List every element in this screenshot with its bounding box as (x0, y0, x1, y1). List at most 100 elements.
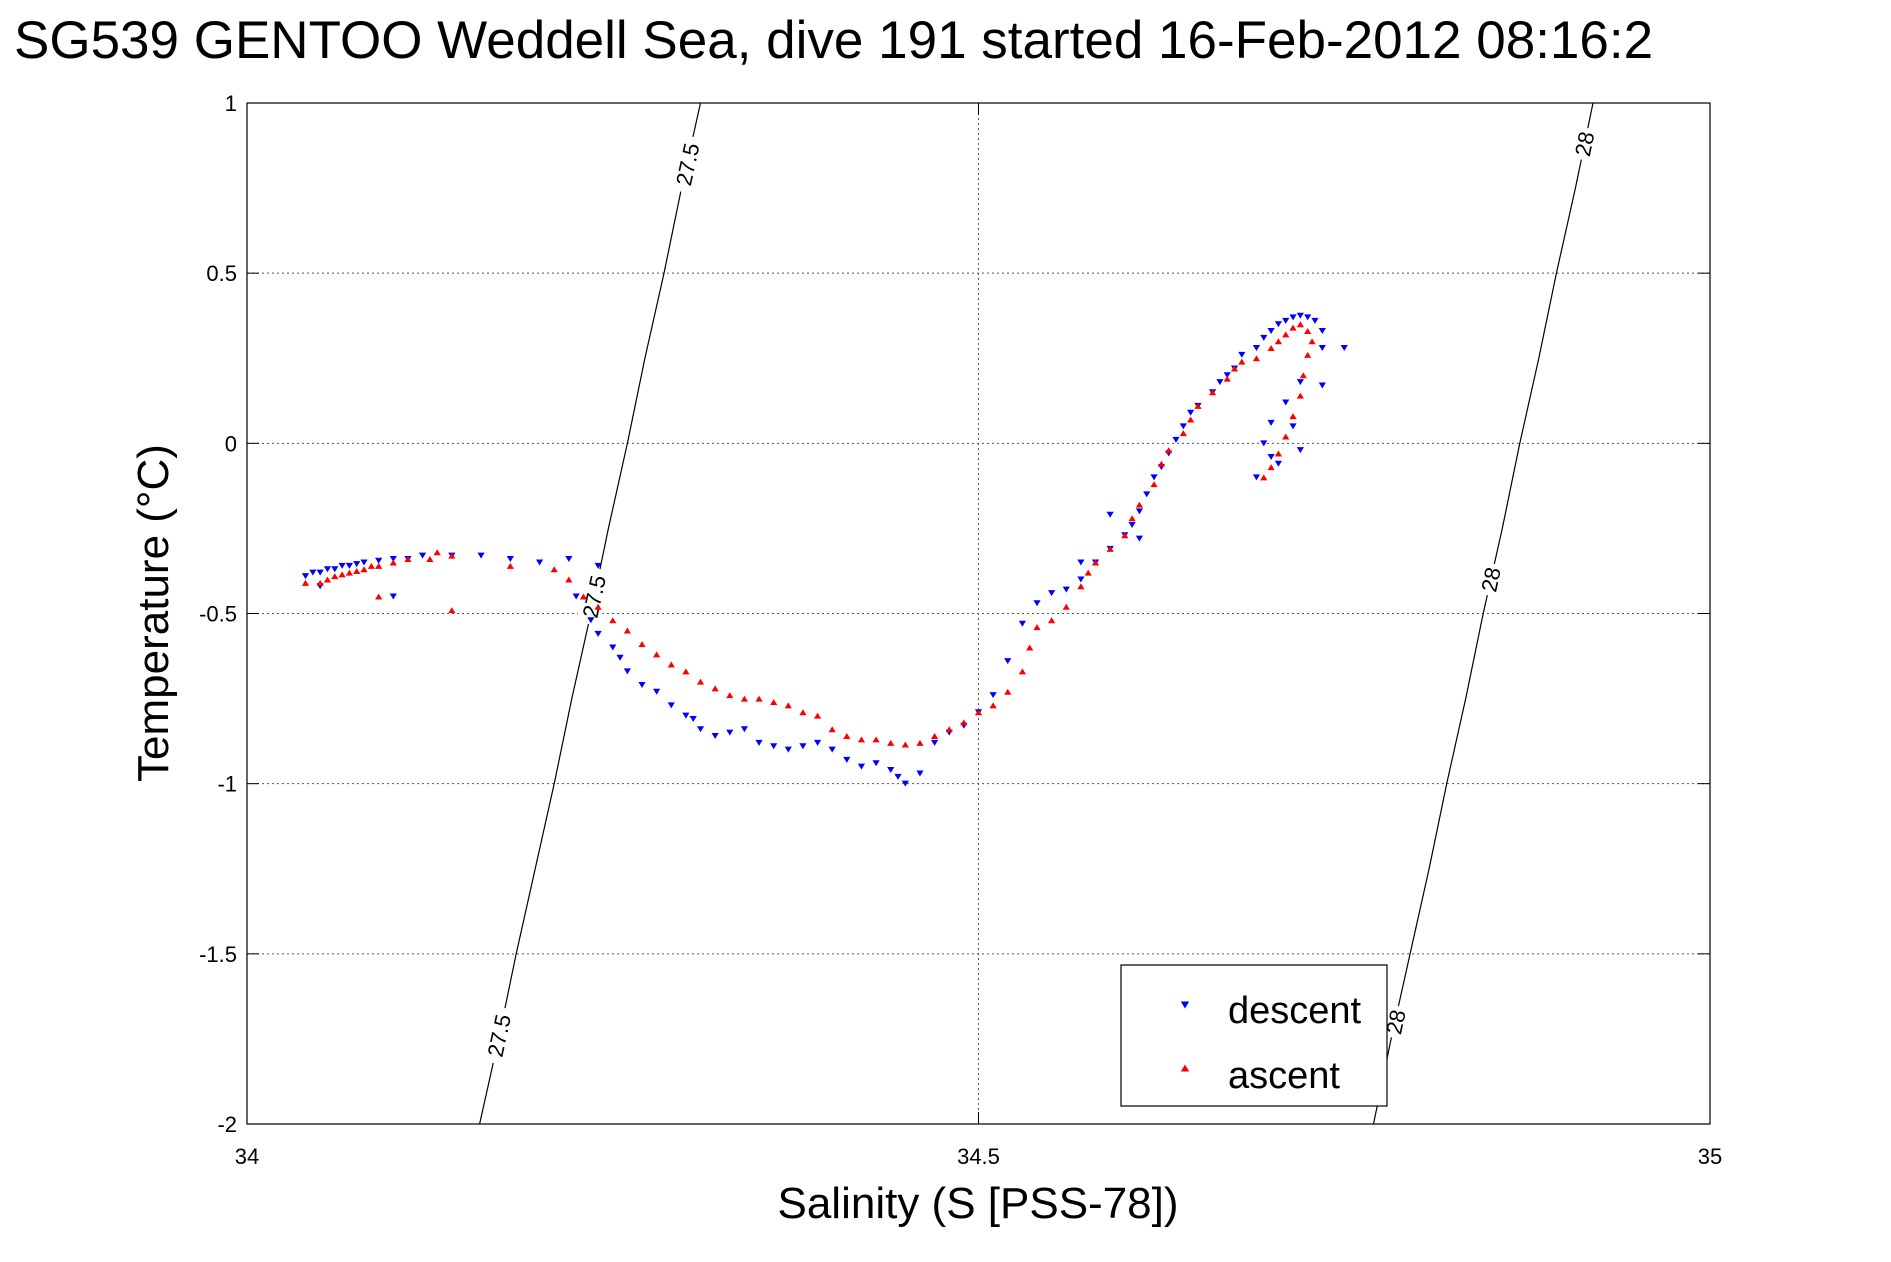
point-descent (1106, 511, 1114, 518)
point-descent (389, 556, 397, 563)
point-ascent (426, 556, 434, 563)
point-ascent (323, 576, 332, 583)
point-ascent (1208, 389, 1217, 396)
point-descent (345, 562, 354, 569)
point-ascent (740, 695, 749, 702)
y-tick-label: 1 (225, 91, 237, 116)
legend-marker-ascent (1180, 1064, 1190, 1072)
series-ascent (301, 321, 1316, 748)
point-ascent (1077, 583, 1085, 590)
point-descent (1304, 314, 1312, 321)
point-ascent (1084, 569, 1092, 576)
point-ascent (1106, 545, 1114, 552)
point-ascent (579, 593, 588, 600)
y-tick-label: 0 (225, 431, 237, 456)
isopycnal-label-bg (576, 566, 612, 627)
y-tick-label: 0.5 (206, 261, 237, 286)
point-descent (1296, 312, 1304, 319)
point-ascent (843, 733, 851, 740)
isopycnal-label-bg (481, 1005, 517, 1066)
point-descent (1274, 460, 1283, 467)
point-ascent (1230, 365, 1239, 372)
point-descent (1223, 372, 1231, 379)
point-descent (682, 712, 690, 719)
y-tick-label: -0.5 (199, 602, 237, 627)
point-ascent (1194, 402, 1202, 409)
point-ascent (1296, 321, 1304, 328)
chart-title: SG539 GENTOO Weddell Sea, dive 191 start… (14, 11, 1654, 70)
point-descent (375, 557, 383, 564)
point-ascent (1260, 474, 1268, 481)
point-descent (594, 562, 602, 569)
point-ascent (653, 651, 661, 658)
point-descent (623, 668, 631, 675)
isopycnal-label-bg (1475, 561, 1506, 598)
point-descent (813, 739, 822, 746)
point-descent (616, 654, 624, 661)
point-ascent (755, 695, 763, 702)
x-tick-labels: 34 34.5 35 (235, 1144, 1722, 1169)
point-ascent (1157, 460, 1165, 467)
point-descent (1311, 317, 1319, 324)
point-descent (1267, 328, 1275, 335)
x-axis-label: Salinity (S [PSS-78]) (777, 1179, 1178, 1228)
point-descent (1172, 436, 1180, 443)
isopycnal-label: 28 (1570, 129, 1600, 158)
point-ascent (375, 593, 383, 600)
point-ascent (682, 668, 690, 675)
grid (247, 103, 1710, 1124)
point-descent (1318, 382, 1326, 389)
point-ascent (301, 579, 310, 586)
point-descent (1260, 334, 1268, 341)
point-ascent (945, 726, 953, 733)
isopycnal-label-bg (1569, 125, 1600, 162)
point-descent (1289, 423, 1297, 430)
point-descent (1267, 419, 1275, 426)
point-descent (711, 733, 719, 740)
point-ascent (1026, 644, 1034, 651)
point-descent (309, 569, 317, 576)
point-descent (667, 702, 675, 709)
point-ascent (784, 702, 792, 709)
point-ascent (550, 566, 558, 573)
point-descent (331, 566, 339, 573)
point-ascent (316, 579, 324, 586)
point-ascent (667, 661, 675, 668)
point-ascent (1282, 331, 1290, 338)
point-ascent (448, 552, 456, 559)
point-ascent (1267, 345, 1275, 352)
isopycnal-label-group: 28 (1569, 125, 1600, 162)
point-ascent (813, 712, 822, 719)
point-descent (1267, 453, 1275, 460)
point-ascent (389, 559, 397, 566)
point-ascent (1238, 358, 1246, 365)
point-descent (1179, 423, 1187, 430)
point-ascent (696, 678, 705, 685)
point-ascent (770, 698, 778, 705)
point-ascent (1289, 413, 1297, 420)
point-ascent (1187, 416, 1195, 423)
point-descent (1282, 317, 1290, 324)
point-ascent (1282, 433, 1290, 440)
point-descent (696, 726, 705, 733)
isopycnal-label-group: 28 (1475, 561, 1506, 598)
point-descent (901, 780, 909, 787)
data-points (301, 312, 1348, 787)
point-descent (726, 729, 734, 736)
point-ascent (331, 573, 339, 580)
point-ascent (1121, 532, 1129, 539)
y-tick-label: -2 (217, 1112, 237, 1137)
point-descent (1004, 658, 1012, 665)
point-ascent (1004, 688, 1012, 695)
point-descent (857, 763, 866, 770)
point-descent (638, 681, 646, 688)
point-descent (916, 770, 924, 777)
point-ascent (506, 562, 514, 569)
point-descent (1318, 328, 1326, 335)
point-ascent (1267, 464, 1275, 471)
point-ascent (338, 571, 346, 578)
point-ascent (1048, 617, 1056, 624)
y-tick-labels: -2 -1.5 -1 -0.5 0 0.5 1 (199, 91, 237, 1137)
point-ascent (726, 692, 734, 699)
